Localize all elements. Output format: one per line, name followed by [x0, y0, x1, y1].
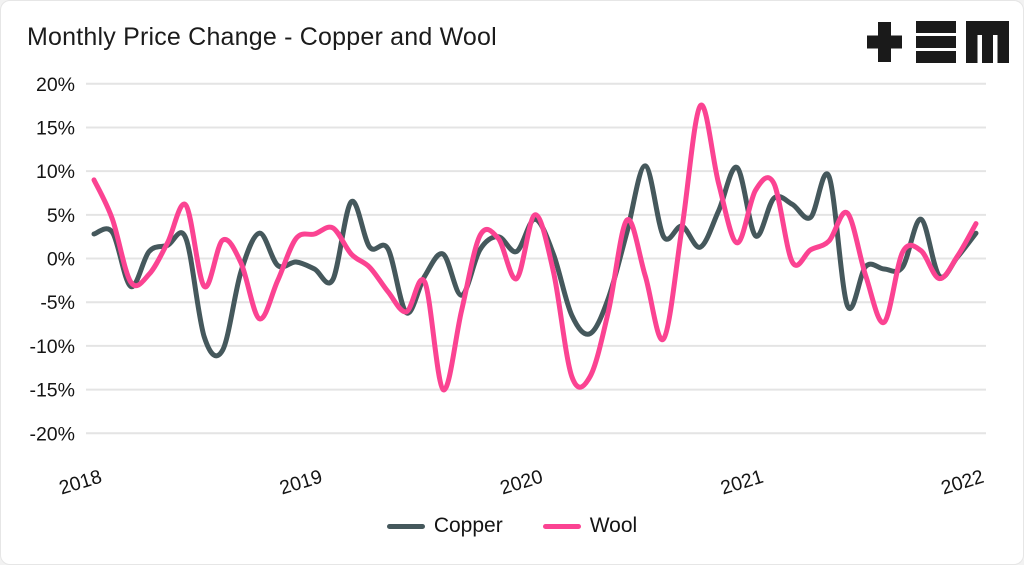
y-tick-label: 0%: [47, 249, 75, 271]
chart-legend: Copper Wool: [1, 514, 1023, 538]
x-tick-label: 2021: [718, 466, 766, 500]
m-glyph-icon: [966, 21, 1009, 63]
wool-series-line[interactable]: [91, 102, 979, 393]
legend-item-wool[interactable]: Wool: [542, 514, 638, 538]
wool-line-swatch: [542, 523, 581, 529]
copper-line-swatch: [386, 523, 425, 529]
tem-logo: [867, 21, 1009, 63]
triple-bar-icon: [916, 21, 956, 63]
legend-label-wool: Wool: [589, 514, 638, 537]
y-tick-label: -10%: [29, 336, 75, 358]
copper-series-line[interactable]: [91, 163, 979, 359]
x-tick-label: 2020: [498, 466, 546, 500]
y-tick-label: -5%: [40, 292, 75, 314]
x-tick-label: 2018: [57, 466, 105, 500]
y-tick-label: 10%: [36, 161, 75, 183]
chart-title: Monthly Price Change - Copper and Wool: [27, 23, 497, 51]
plus-icon: [867, 22, 902, 62]
x-tick-label: 2022: [939, 466, 987, 500]
x-tick-label: 2019: [277, 466, 325, 500]
y-tick-label: 15%: [36, 117, 75, 139]
legend-item-copper[interactable]: Copper: [386, 514, 503, 538]
y-tick-label: -20%: [29, 423, 75, 445]
y-tick-label: 5%: [47, 205, 75, 227]
y-tick-label: -15%: [29, 380, 75, 402]
legend-label-copper: Copper: [433, 514, 503, 537]
y-tick-label: 20%: [36, 74, 75, 96]
